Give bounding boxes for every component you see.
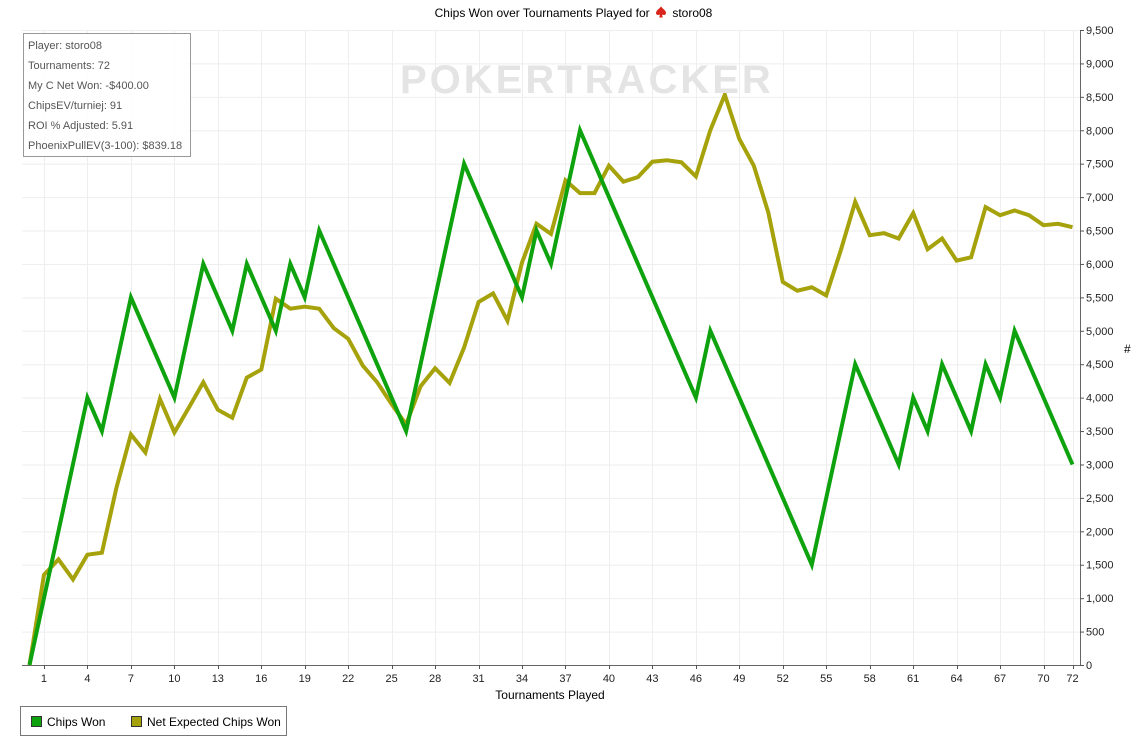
stat-net-won: My C Net Won: -$400.00 <box>28 80 149 92</box>
x-tick-label: 19 <box>299 673 311 685</box>
y-tick-label: 3,000 <box>1086 459 1114 471</box>
y-tick-label: 8,000 <box>1086 125 1114 137</box>
y-tick-label: 0 <box>1086 660 1092 672</box>
spade-icon <box>655 6 666 18</box>
y-tick-label: 500 <box>1086 627 1104 639</box>
x-tick-label: 16 <box>255 673 267 685</box>
x-axis-ticks: 1 4 7 10 13 16 19 22 25 28 31 34 37 40 43 46 49 52 55 58 61 6… <box>41 665 1079 685</box>
x-tick-label: 13 <box>212 673 224 685</box>
x-tick-label: 34 <box>516 673 528 685</box>
stat-phoenix: PhoenixPullEV(3-100): $839.18 <box>28 140 183 152</box>
x-tick-label: 55 <box>820 673 832 685</box>
y-tick-label: 5,000 <box>1086 326 1114 338</box>
y-tick-label: 6,500 <box>1086 226 1114 238</box>
y-tick-label: 7,000 <box>1086 192 1114 204</box>
x-tick-label: 1 <box>41 673 47 685</box>
legend-item-net-expected[interactable]: Net Expected Chips Won <box>131 715 281 729</box>
x-tick-label: 46 <box>690 673 702 685</box>
x-tick-label: 31 <box>472 673 484 685</box>
x-tick-label: 4 <box>84 673 90 685</box>
y-tick-label: 9,000 <box>1086 58 1114 70</box>
series-chips-won-line <box>27 123 1075 666</box>
chart-title-player: storo08 <box>672 6 713 20</box>
y-tick-label: 7,500 <box>1086 159 1114 171</box>
y-axis-ticks: 0 500 1,000 1,500 2,000 2,500 3,000 3,500 4,000 4… <box>1080 25 1114 672</box>
chart-legend: Chips Won Net Expected Chips Won <box>20 706 287 736</box>
legend-label-net-expected: Net Expected Chips Won <box>147 715 281 729</box>
x-tick-label: 70 <box>1037 673 1049 685</box>
x-tick-label: 25 <box>386 673 398 685</box>
y-tick-label: 3,500 <box>1086 426 1114 438</box>
chart-title: Chips Won over Tournaments Played for st… <box>0 6 1147 20</box>
pokertracker-watermark: POKERTRACKER <box>400 58 774 102</box>
stat-tournaments: Tournaments: 72 <box>28 60 110 72</box>
x-tick-label: 10 <box>168 673 180 685</box>
x-tick-label: 22 <box>342 673 354 685</box>
x-tick-label: 61 <box>907 673 919 685</box>
legend-label-chips-won: Chips Won <box>47 715 106 729</box>
series-lines <box>27 89 1075 666</box>
stat-player: Player: storo08 <box>28 40 102 52</box>
legend-item-chips-won[interactable]: Chips Won <box>31 715 105 729</box>
legend-swatch-net-expected <box>131 716 142 727</box>
x-tick-label: 72 <box>1066 673 1078 685</box>
player-stats-box: Player: storo08 Tournaments: 72 My C Net… <box>23 33 191 157</box>
y-tick-label: 4,000 <box>1086 393 1114 405</box>
x-tick-label: 37 <box>559 673 571 685</box>
y-tick-label: 4,500 <box>1086 359 1114 371</box>
series-net-expected-line <box>27 89 1073 666</box>
y-tick-label: 2,500 <box>1086 493 1114 505</box>
chart-title-prefix: Chips Won over Tournaments Played for <box>434 6 650 20</box>
x-tick-label: 49 <box>733 673 745 685</box>
y-tick-label: 8,500 <box>1086 92 1114 104</box>
y-tick-label: 1,500 <box>1086 560 1114 572</box>
x-axis-label: Tournaments Played <box>495 688 605 702</box>
y-tick-label: 5,500 <box>1086 292 1114 304</box>
stat-chipsev: ChipsEV/turniej: 91 <box>28 100 123 112</box>
x-tick-label: 52 <box>777 673 789 685</box>
y-tick-label: 1,000 <box>1086 593 1114 605</box>
axes <box>22 30 1081 666</box>
x-tick-label: 64 <box>950 673 962 685</box>
x-tick-label: 28 <box>429 673 441 685</box>
x-tick-label: 58 <box>864 673 876 685</box>
x-tick-label: 7 <box>128 673 134 685</box>
y-tick-label: 9,500 <box>1086 25 1114 37</box>
y-tick-label: 6,000 <box>1086 259 1114 271</box>
legend-swatch-chips-won <box>31 716 42 727</box>
x-tick-label: 43 <box>646 673 658 685</box>
x-tick-label: 67 <box>994 673 1006 685</box>
x-tick-label: 40 <box>603 673 615 685</box>
stat-roi: ROI % Adjusted: 5.91 <box>28 120 134 132</box>
y-axis-label: # <box>1124 342 1131 356</box>
y-tick-label: 2,000 <box>1086 526 1114 538</box>
